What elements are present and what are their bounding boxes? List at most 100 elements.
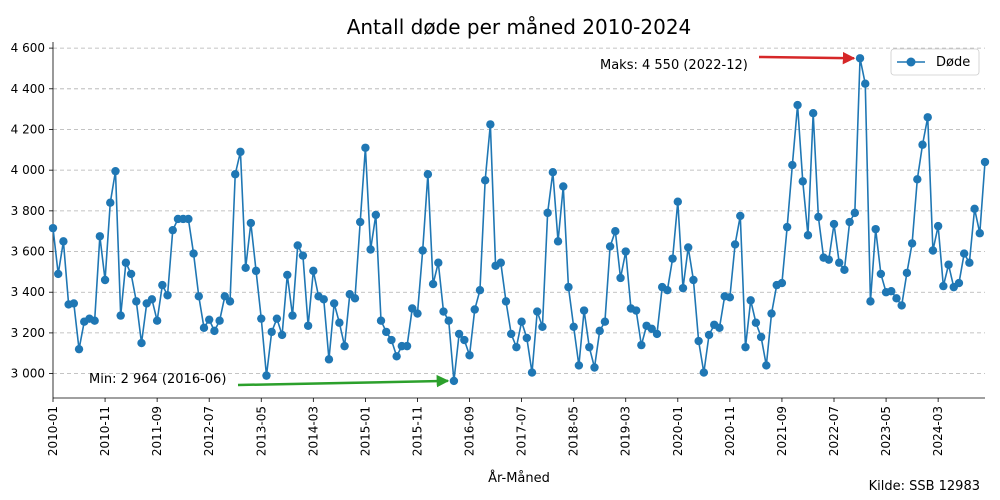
- data-point: [527, 368, 537, 377]
- data-point: [309, 266, 318, 276]
- data-point: [595, 326, 604, 336]
- data-point: [496, 258, 505, 267]
- data-point: [892, 294, 901, 303]
- y-tick-label: 4 200: [11, 122, 45, 136]
- data-point: [678, 283, 688, 293]
- data-point: [533, 307, 542, 316]
- data-point: [361, 143, 370, 152]
- data-point: [782, 222, 792, 232]
- data-point: [215, 316, 224, 325]
- data-point: [95, 232, 105, 241]
- data-point: [824, 255, 833, 264]
- data-point: [829, 219, 839, 229]
- data-point: [939, 281, 948, 291]
- data-point: [517, 317, 526, 326]
- data-point: [871, 224, 880, 234]
- y-axis: 3 000 3 200 3 400 3 600 3 800 4 000 4 200 4 400…: [11, 41, 54, 398]
- data-point: [756, 332, 766, 342]
- data-point: [751, 318, 761, 327]
- data-point: [340, 341, 349, 351]
- data-point: [59, 237, 68, 246]
- data-point: [548, 167, 558, 177]
- data-point: [975, 229, 984, 238]
- data-point: [866, 297, 875, 306]
- data-point: [553, 237, 563, 246]
- data-point: [694, 336, 703, 346]
- data-point: [876, 269, 886, 279]
- data-point: [251, 266, 261, 276]
- data-point: [767, 309, 776, 318]
- legend: Døde: [890, 48, 980, 76]
- data-point: [897, 301, 906, 310]
- x-tick-label: 2021-09: [775, 406, 789, 456]
- data-point: [746, 296, 755, 305]
- data-point: [236, 147, 245, 157]
- data-point: [350, 294, 360, 303]
- legend-marker: [906, 57, 916, 67]
- data-point: [126, 269, 136, 279]
- data-point: [835, 258, 844, 267]
- data-point: [241, 263, 250, 273]
- y-tick-label: 3 400: [11, 285, 45, 299]
- data-point: [585, 342, 594, 352]
- x-tick-label: 2015-01: [358, 406, 372, 456]
- data-point: [413, 309, 422, 318]
- data-point: [933, 221, 943, 231]
- data-point: [647, 324, 656, 334]
- data-point: [48, 223, 58, 233]
- data-point: [673, 197, 682, 206]
- data-point: [366, 245, 375, 254]
- data-point: [267, 327, 276, 337]
- data-point: [631, 306, 641, 315]
- x-tick-label: 2020-01: [671, 406, 685, 456]
- data-point: [465, 351, 474, 360]
- data-point: [225, 297, 235, 306]
- data-point: [100, 275, 110, 285]
- data-point: [741, 342, 750, 352]
- data-point: [564, 282, 573, 292]
- data-point: [262, 371, 271, 380]
- data-point: [506, 329, 516, 339]
- data-point: [699, 368, 709, 377]
- x-tick-label: 2017-07: [515, 406, 529, 456]
- data-point: [590, 363, 599, 372]
- data-point: [444, 316, 453, 325]
- data-point: [887, 287, 896, 296]
- data-point: [730, 240, 740, 249]
- data-point: [569, 322, 578, 331]
- x-tick-label: 2020-11: [723, 406, 737, 456]
- data-point: [428, 279, 438, 289]
- x-tick-label: 2010-01: [46, 406, 60, 456]
- data-point: [382, 327, 391, 337]
- y-tick-label: 3 000: [11, 367, 45, 381]
- data-point: [689, 275, 698, 285]
- data-point: [356, 217, 365, 227]
- data-point: [132, 297, 141, 306]
- data-point: [189, 249, 198, 258]
- data-point: [808, 109, 818, 118]
- y-tick-label: 4 000: [11, 163, 45, 177]
- data-point: [798, 177, 807, 186]
- data-point: [402, 341, 412, 351]
- data-point: [74, 344, 84, 354]
- data-point: [725, 293, 735, 302]
- x-tick-label: 2016-09: [463, 406, 477, 456]
- data-point: [486, 120, 495, 129]
- data-point: [579, 306, 589, 315]
- y-tick-label: 3 600: [11, 245, 45, 259]
- data-point: [600, 317, 610, 326]
- data-point: [220, 292, 230, 301]
- data-point: [288, 311, 297, 320]
- data-point: [965, 258, 974, 267]
- data-point: [861, 79, 870, 88]
- data-point: [137, 338, 146, 348]
- data-point: [392, 352, 401, 361]
- data-point: [184, 214, 193, 224]
- data-point: [480, 176, 490, 185]
- x-axis: 2010-01 2010-11 2011-09 2012-07 2013-05 2014-…: [46, 397, 985, 456]
- data-point: [434, 258, 443, 267]
- data-point: [163, 291, 172, 300]
- data-point: [616, 273, 625, 283]
- x-tick-label: 2022-07: [827, 406, 841, 456]
